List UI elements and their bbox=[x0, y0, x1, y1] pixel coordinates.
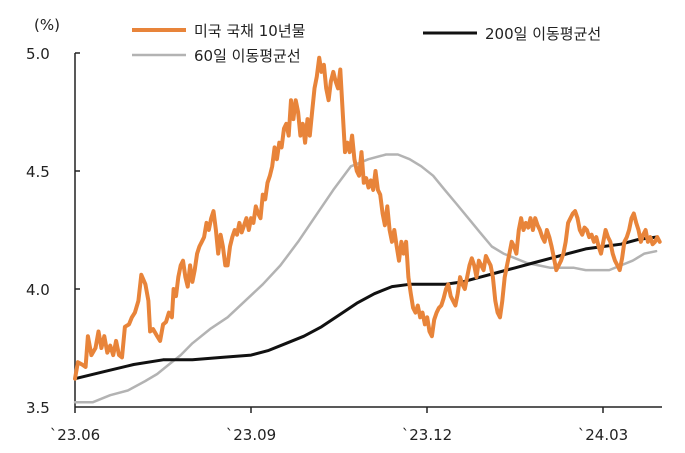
y-ticks: 5.0 4.5 4.0 3.5 bbox=[26, 45, 80, 417]
x-tick-label: `23.09 bbox=[226, 426, 276, 444]
series-line-us-treasury-10y bbox=[73, 55, 662, 381]
x-tick-label: `23.12 bbox=[402, 426, 452, 444]
legend-label: 60일 이동평균선 bbox=[194, 47, 301, 65]
y-axis-unit-label: (%) bbox=[34, 16, 60, 34]
legend-label: 미국 국채 10년물 bbox=[194, 22, 305, 40]
series-line-60day-ma bbox=[73, 153, 658, 404]
y-tick-label: 4.0 bbox=[26, 281, 50, 299]
legend-item-200day-ma: 200일 이동평균선 bbox=[423, 25, 601, 43]
y-tick-label: 4.5 bbox=[26, 163, 50, 181]
y-tick-label: 5.0 bbox=[26, 45, 50, 63]
y-tick-label: 3.5 bbox=[26, 399, 50, 417]
legend-item-60day-ma: 60일 이동평균선 bbox=[132, 47, 301, 65]
legend: 미국 국채 10년물 60일 이동평균선 200일 이동평균선 bbox=[132, 22, 601, 65]
x-tick-label: `24.03 bbox=[578, 426, 628, 444]
plot-area bbox=[73, 55, 662, 404]
x-ticks: `23.06 `23.09 `23.12 `24.03 bbox=[50, 407, 628, 444]
legend-item-us-treasury-10y: 미국 국채 10년물 bbox=[132, 22, 305, 40]
legend-label: 200일 이동평균선 bbox=[485, 25, 601, 43]
x-tick-label: `23.06 bbox=[50, 426, 100, 444]
series-line-200day-ma bbox=[73, 235, 658, 381]
